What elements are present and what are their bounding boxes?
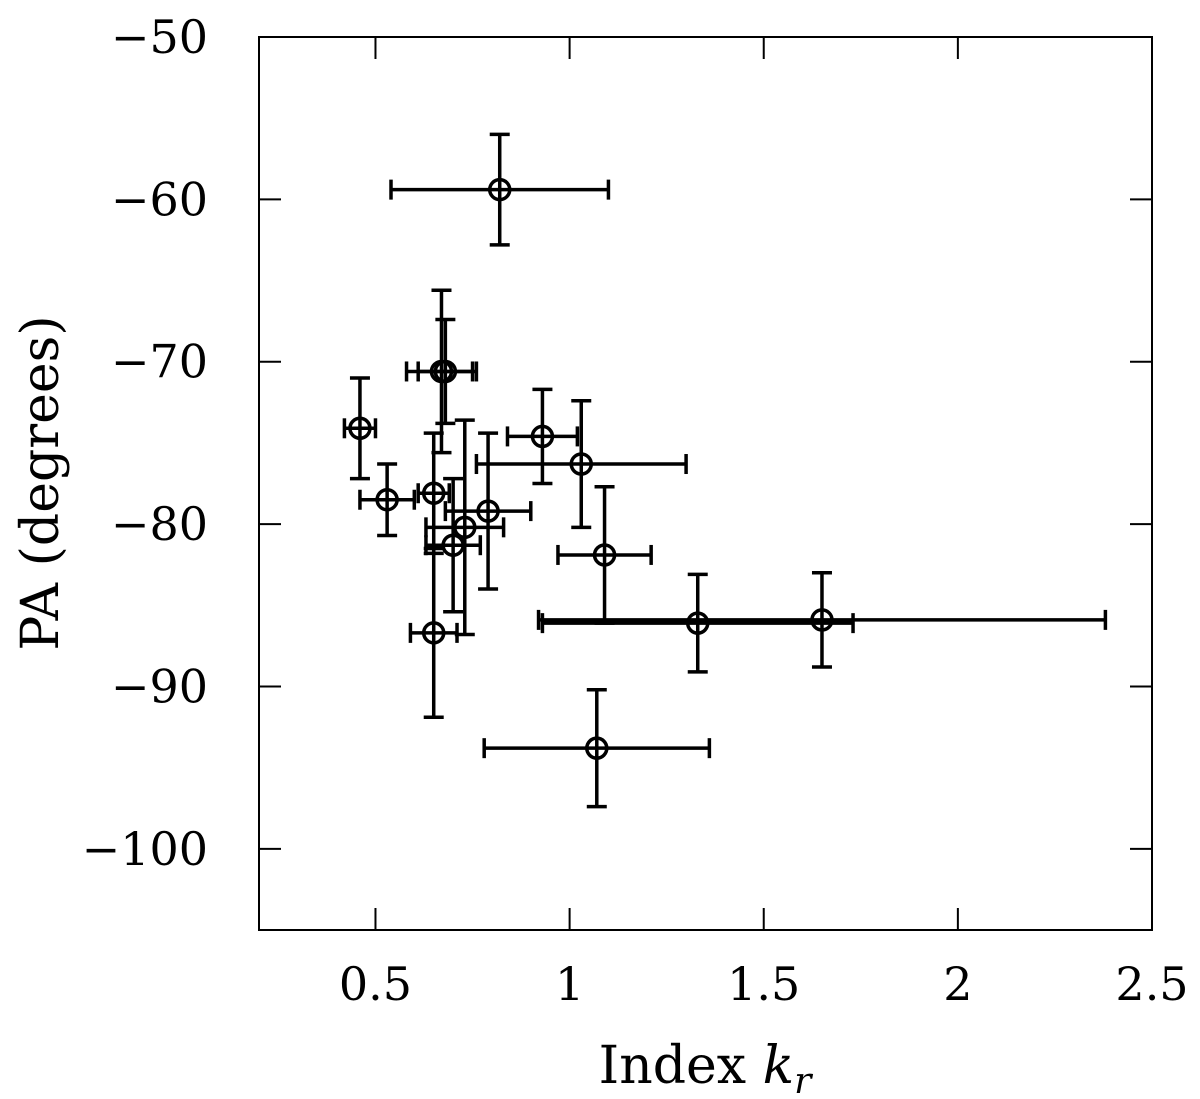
point-marker: [810, 608, 834, 632]
data-point: [408, 546, 459, 720]
x-axis: 0.5 1 1.5 2 2.5: [339, 37, 1189, 1011]
data-point: [505, 387, 580, 486]
x-axis-label-main: Index: [599, 1036, 763, 1096]
point-marker: [375, 487, 399, 512]
point-marker: [685, 611, 710, 635]
y-tick-label: −70: [111, 335, 208, 389]
y-tick-label: −60: [111, 172, 208, 226]
point-marker: [421, 481, 446, 505]
data-points: [342, 132, 1108, 809]
data-point: [536, 571, 1108, 669]
x-tick-label: 1: [555, 957, 584, 1011]
x-tick-label: 1.5: [727, 957, 800, 1011]
y-tick-label: −90: [111, 659, 208, 713]
point-marker: [421, 621, 446, 645]
x-axis-label: Index kr: [599, 1036, 813, 1099]
x-tick-label: 2: [943, 957, 972, 1011]
x-tick-label: 0.5: [339, 957, 412, 1011]
y-tick-label: −100: [82, 822, 208, 876]
point-marker: [592, 543, 617, 567]
x-axis-label-var: k: [763, 1036, 795, 1096]
data-point: [389, 132, 611, 247]
point-marker: [476, 499, 500, 523]
x-tick-label: 2.5: [1115, 957, 1188, 1011]
point-marker: [453, 515, 477, 540]
x-axis-label-sub: r: [794, 1061, 813, 1099]
data-point: [474, 398, 688, 530]
point-marker: [348, 416, 372, 441]
point-marker: [429, 359, 454, 384]
data-point: [540, 572, 855, 674]
data-point: [556, 484, 653, 625]
data-point: [358, 462, 417, 538]
y-axis: −50 −60 −70 −80 −90 −100: [82, 10, 1152, 876]
plot-frame: [258, 36, 1153, 931]
data-point: [443, 431, 533, 591]
point-marker: [585, 736, 609, 760]
y-axis-label: PA (degrees): [11, 315, 71, 650]
data-point: [482, 687, 712, 809]
y-tick-label: −80: [111, 497, 208, 551]
data-point: [342, 376, 378, 481]
y-tick-label: −50: [111, 10, 208, 64]
point-marker: [569, 452, 594, 476]
point-marker: [530, 424, 555, 449]
point-marker: [487, 177, 512, 202]
